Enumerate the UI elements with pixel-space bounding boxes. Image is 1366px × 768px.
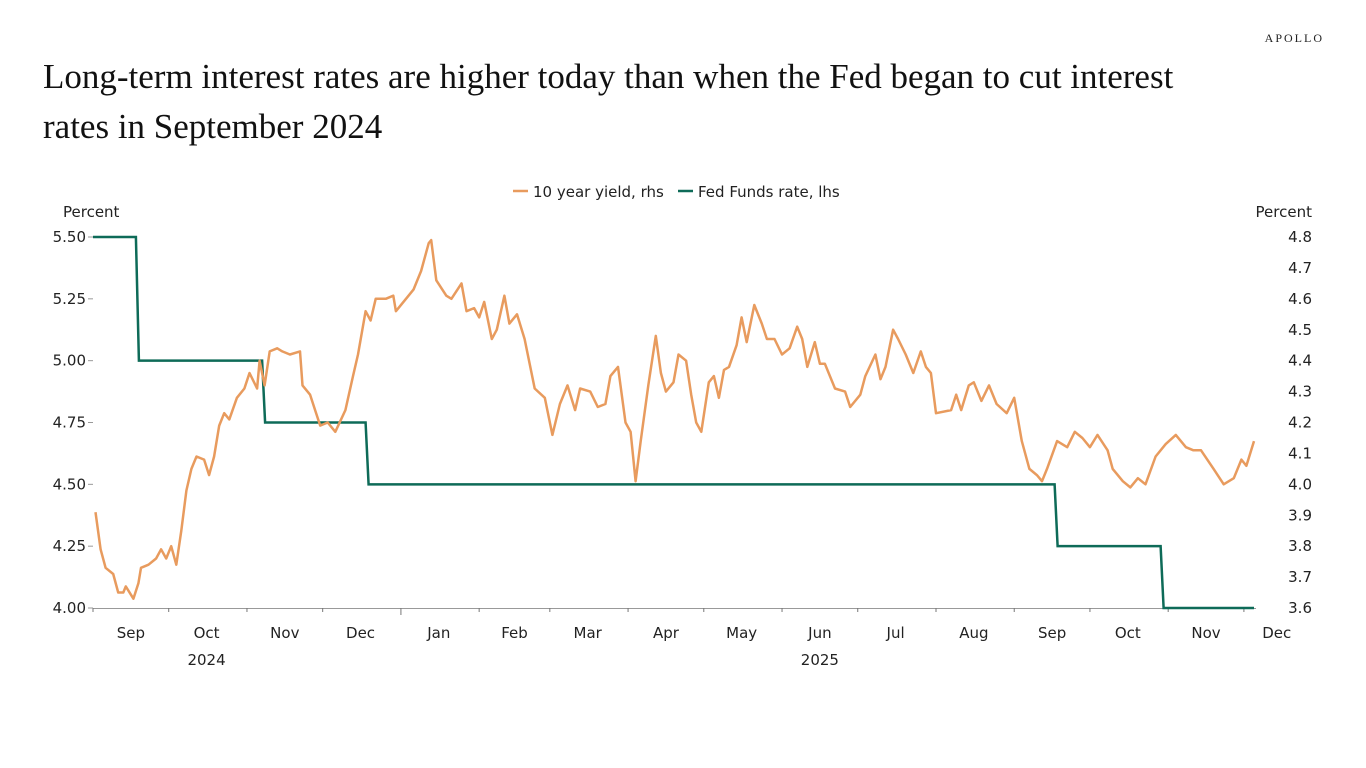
y-left-tick-label: 5.50	[53, 228, 86, 246]
ten-year-yield-line	[94, 238, 1256, 600]
y-left-ticks: 4.00 4.25 4.50 4.75 5.00 5.25 5.50	[53, 228, 93, 617]
series	[93, 235, 1256, 610]
x-year-label: 2025	[801, 651, 839, 669]
x-month-label: Sep	[1038, 624, 1066, 642]
legend-label-10y: 10 year yield, rhs	[533, 183, 664, 201]
x-month-label: Sep	[117, 624, 145, 642]
x-month-label: Nov	[270, 624, 299, 642]
y-left-tick-label: 4.00	[53, 599, 86, 617]
x-month-label: Dec	[346, 624, 375, 642]
y-left-tick-label: 4.50	[53, 475, 86, 493]
y-right-ticks: 3.6 3.7 3.8 3.9 4.0 4.1 4.2 4.3 4.4 4.5 4.6 4.7 4.8	[1288, 228, 1312, 617]
y-left-axis-label: Percent	[63, 203, 120, 221]
y-right-tick-label: 4.3	[1288, 383, 1312, 401]
apollo-logo: APOLLO	[1264, 31, 1324, 45]
y-right-tick-label: 4.1	[1288, 444, 1312, 462]
x-month-label: Oct	[1115, 624, 1141, 642]
y-right-tick-label: 4.7	[1288, 259, 1312, 277]
y-right-axis-label: Percent	[1256, 203, 1313, 221]
y-right-tick-label: 4.6	[1288, 290, 1312, 308]
chart-title: Long-term interest rates are higher toda…	[43, 57, 1174, 146]
x-month-label: Aug	[959, 624, 988, 642]
y-right-tick-label: 4.0	[1288, 475, 1312, 493]
x-month-label: Jan	[426, 624, 450, 642]
x-month-label: Jul	[886, 624, 905, 642]
y-left-tick-label: 4.75	[53, 414, 86, 432]
x-month-label: Oct	[194, 624, 220, 642]
x-year-label: 2024	[187, 651, 225, 669]
x-month-label: Mar	[574, 624, 603, 642]
x-ticks: Sep Oct Nov Dec Jan Feb Mar Apr May Jun Jul Aug Sep O…	[92, 608, 1291, 669]
y-right-tick-label: 3.7	[1288, 568, 1312, 586]
y-right-tick-label: 4.5	[1288, 321, 1312, 339]
x-month-label: Jun	[807, 624, 831, 642]
y-right-tick-label: 3.9	[1288, 506, 1312, 524]
legend: 10 year yield, rhs Fed Funds rate, lhs	[513, 183, 840, 201]
x-month-label: Nov	[1191, 624, 1220, 642]
y-right-tick-label: 4.2	[1288, 414, 1312, 432]
x-month-label: May	[726, 624, 757, 642]
y-left-tick-label: 5.25	[53, 290, 86, 308]
y-right-tick-label: 3.8	[1288, 537, 1312, 555]
y-left-tick-label: 4.25	[53, 537, 86, 555]
fed-funds-rate-line	[93, 235, 1254, 610]
y-right-tick-label: 4.4	[1288, 352, 1312, 370]
y-left-tick-label: 5.00	[53, 352, 86, 370]
y-right-tick-label: 3.6	[1288, 599, 1312, 617]
x-month-label: Dec	[1262, 624, 1291, 642]
legend-label-fed-funds: Fed Funds rate, lhs	[698, 183, 840, 201]
y-right-tick-label: 4.8	[1288, 228, 1312, 246]
x-month-label: Feb	[501, 624, 528, 642]
x-month-label: Apr	[653, 624, 680, 642]
